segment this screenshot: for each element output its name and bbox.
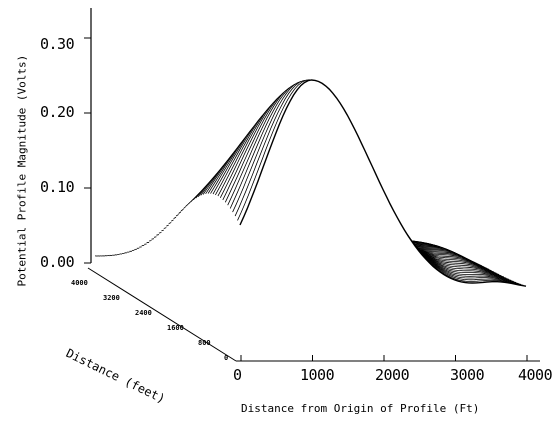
y-tick-label: 800	[198, 339, 211, 347]
x-tick-label: 0	[233, 366, 242, 384]
z-tick-label: 0.00	[40, 253, 75, 271]
surface-profile-line	[239, 79, 527, 287]
x-tick-label: 4000	[518, 366, 553, 384]
x-tick-label: 3000	[450, 366, 485, 384]
axes-group	[84, 8, 540, 362]
surface-profile-fill	[240, 80, 526, 311]
y-tick-label: 0	[224, 354, 229, 362]
x-axis-title: Distance from Origin of Profile (Ft)	[241, 402, 480, 415]
z-axis-title: Potential Profile Magnitude (Volts)	[15, 54, 29, 287]
y-tick-label: 1600	[167, 324, 184, 332]
x-tick-label: 2000	[375, 366, 410, 384]
y-axis-line	[87, 267, 237, 362]
surface-mesh	[94, 79, 527, 311]
z-tick-label: 0.10	[40, 178, 75, 196]
x-tick-label: 1000	[300, 366, 335, 384]
y-tick-label: 2400	[135, 309, 152, 317]
z-tick-label: 0.20	[40, 103, 75, 121]
y-tick-label: 3200	[103, 294, 120, 302]
z-tick-label: 0.30	[40, 35, 75, 53]
y-tick-label: 4000	[71, 279, 88, 287]
